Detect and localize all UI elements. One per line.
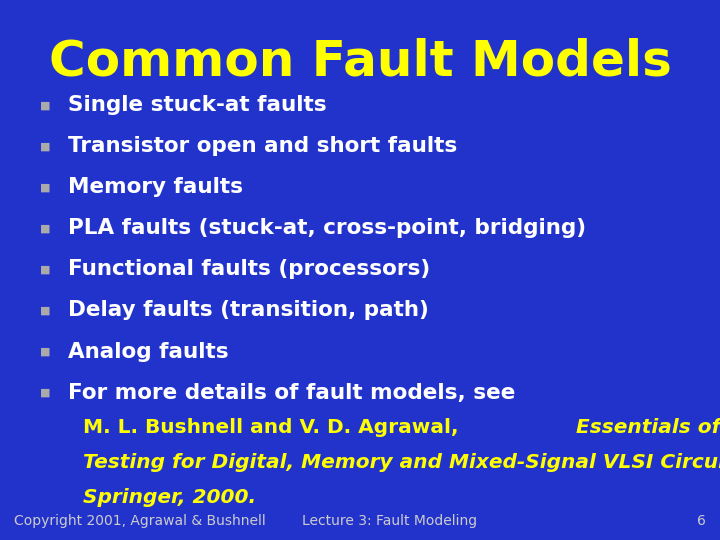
Text: Springer, 2000.: Springer, 2000. bbox=[83, 488, 256, 507]
Text: M. L. Bushnell and V. D. Agrawal,: M. L. Bushnell and V. D. Agrawal, bbox=[83, 418, 465, 437]
Text: Common Fault Models: Common Fault Models bbox=[48, 38, 672, 86]
Text: Analog faults: Analog faults bbox=[68, 341, 229, 362]
Text: Delay faults (transition, path): Delay faults (transition, path) bbox=[68, 300, 429, 321]
Text: ■: ■ bbox=[40, 100, 50, 110]
Text: Essentials of Electronic: Essentials of Electronic bbox=[576, 418, 720, 437]
Text: ■: ■ bbox=[40, 224, 50, 233]
Text: PLA faults (stuck-at, cross-point, bridging): PLA faults (stuck-at, cross-point, bridg… bbox=[68, 218, 587, 239]
Text: Testing for Digital, Memory and Mixed-Signal VLSI Circuits,: Testing for Digital, Memory and Mixed-Si… bbox=[83, 453, 720, 472]
Text: ■: ■ bbox=[40, 141, 50, 151]
Text: Single stuck-at faults: Single stuck-at faults bbox=[68, 95, 327, 116]
Text: Lecture 3: Fault Modeling: Lecture 3: Fault Modeling bbox=[302, 514, 477, 528]
Text: 6: 6 bbox=[697, 514, 706, 528]
Text: For more details of fault models, see: For more details of fault models, see bbox=[68, 382, 516, 403]
Text: ■: ■ bbox=[40, 388, 50, 397]
Text: ■: ■ bbox=[40, 265, 50, 274]
Text: Copyright 2001, Agrawal & Bushnell: Copyright 2001, Agrawal & Bushnell bbox=[14, 514, 266, 528]
Text: Functional faults (processors): Functional faults (processors) bbox=[68, 259, 431, 280]
Text: ■: ■ bbox=[40, 183, 50, 192]
Text: ■: ■ bbox=[40, 347, 50, 356]
Text: Memory faults: Memory faults bbox=[68, 177, 243, 198]
Text: ■: ■ bbox=[40, 306, 50, 315]
Text: Transistor open and short faults: Transistor open and short faults bbox=[68, 136, 458, 157]
